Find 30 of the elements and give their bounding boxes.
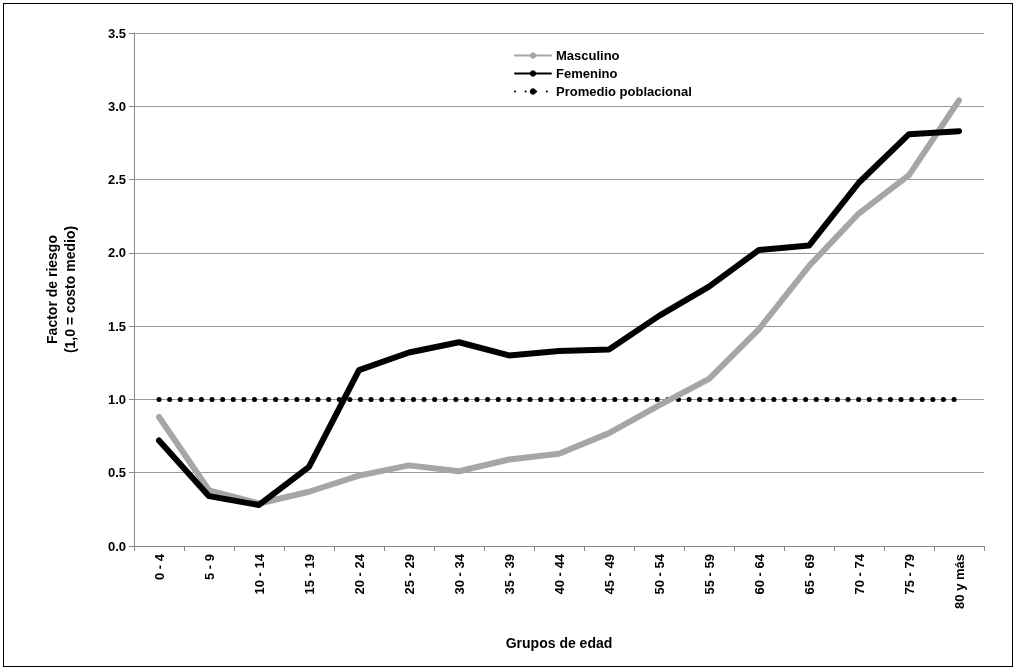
y-tick-label: 1.5 xyxy=(107,318,126,334)
x-tick-label: 5 - 9 xyxy=(201,554,217,581)
x-tick-label: 35 - 39 xyxy=(501,554,517,595)
y-tick-label: 2.0 xyxy=(107,245,126,261)
x-tick-label: 55 - 59 xyxy=(701,554,717,595)
x-tick-label: 50 - 54 xyxy=(651,553,667,595)
y-tick-label: 0.0 xyxy=(107,538,126,554)
y-tick-label: 2.5 xyxy=(107,172,126,188)
x-tick-label: 45 - 49 xyxy=(601,554,617,595)
y-tick-label: 3.0 xyxy=(107,98,126,114)
x-tick-label: 75 - 79 xyxy=(901,554,917,595)
y-axis-title: Factor de riesgo (1,0 = costo medio) xyxy=(44,225,78,354)
y-tick-label: 1.0 xyxy=(107,391,126,407)
x-tick-label: 40 - 44 xyxy=(551,553,567,595)
y-tick-label: 0.5 xyxy=(107,465,126,481)
x-tick-label: 15 - 19 xyxy=(301,554,317,595)
legend-label: Masculino xyxy=(556,48,620,63)
x-tick-label: 0 - 4 xyxy=(151,553,167,581)
x-tick-label: 30 - 34 xyxy=(451,553,467,595)
x-tick-label: 80 y más xyxy=(951,554,967,609)
x-tick-label: 60 - 64 xyxy=(751,553,767,595)
x-tick-label: 25 - 29 xyxy=(401,554,417,595)
y-tick-label: 3.5 xyxy=(107,25,126,41)
x-tick-label: 20 - 24 xyxy=(351,553,367,595)
x-tick-label: 70 - 74 xyxy=(851,553,867,595)
legend-label: Femenino xyxy=(556,66,618,81)
x-tick-label: 10 - 14 xyxy=(251,553,267,595)
legend-label: Promedio poblacional xyxy=(556,84,692,99)
x-axis-title: Grupos de edad xyxy=(505,635,613,651)
x-tick-label: 65 - 69 xyxy=(801,554,817,595)
